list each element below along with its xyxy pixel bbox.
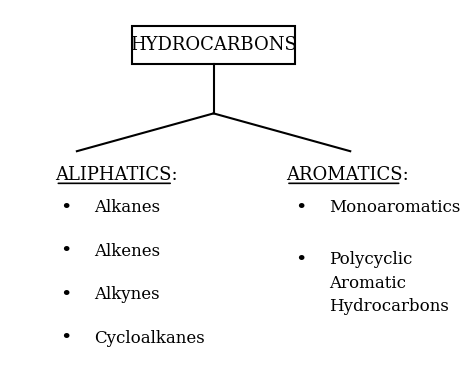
Text: •: • <box>61 329 72 347</box>
Text: •: • <box>61 286 72 304</box>
Text: AROMATICS:: AROMATICS: <box>286 166 409 184</box>
Text: HYDROCARBONS: HYDROCARBONS <box>130 36 297 54</box>
Bar <box>132 26 295 64</box>
Text: ALIPHATICS:: ALIPHATICS: <box>55 166 178 184</box>
Text: •: • <box>61 242 72 260</box>
Text: Cycloalkanes: Cycloalkanes <box>94 330 205 347</box>
Text: Monoaromatics: Monoaromatics <box>329 200 460 216</box>
Text: •: • <box>295 251 307 270</box>
Text: Alkynes: Alkynes <box>94 287 160 303</box>
Text: Alkenes: Alkenes <box>94 243 160 260</box>
Text: Polycyclic
Aromatic
Hydrocarbons: Polycyclic Aromatic Hydrocarbons <box>329 251 449 315</box>
Text: •: • <box>61 199 72 217</box>
Text: •: • <box>295 199 307 217</box>
Text: Alkanes: Alkanes <box>94 200 160 216</box>
